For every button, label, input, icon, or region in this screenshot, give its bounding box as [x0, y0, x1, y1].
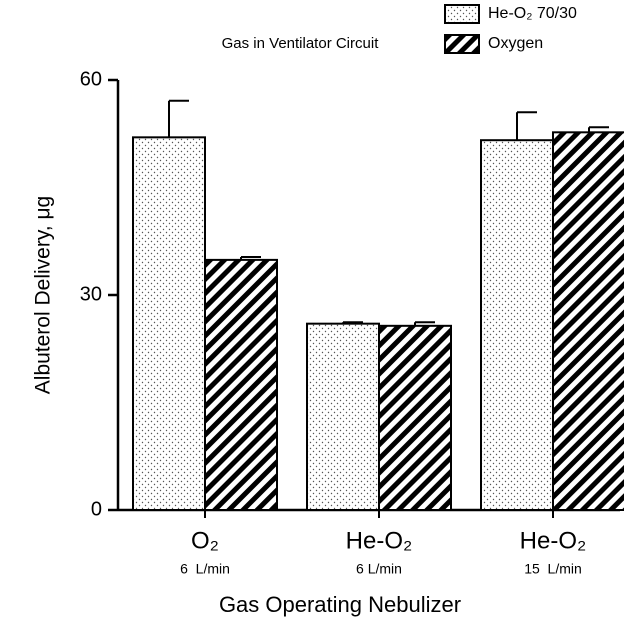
x-axis-label: Gas Operating Nebulizer [219, 592, 461, 617]
bar [480, 139, 554, 511]
y-tick-label: 0 [91, 498, 102, 520]
x-tick-label: O₂ [191, 527, 219, 554]
x-tick-sublabel: 6 L/min [180, 561, 230, 577]
legend-label: Oxygen [488, 35, 543, 52]
bar [204, 258, 278, 511]
legend-swatch [444, 34, 480, 54]
x-tick-label: He-O₂ [520, 527, 587, 554]
legend-swatch [444, 4, 480, 24]
y-tick-label: 30 [80, 283, 102, 305]
x-tick-sublabel: 6 L/min [356, 561, 402, 577]
bar [132, 136, 206, 511]
legend-title: Gas in Ventilator Circuit [222, 35, 380, 52]
y-tick-label: 60 [80, 68, 102, 90]
x-tick-label: He-O₂ [346, 527, 413, 554]
x-tick-sublabel: 15 L/min [524, 561, 582, 577]
bar [378, 324, 452, 512]
bar [552, 131, 624, 511]
legend-label: He-O₂ 70/30 [488, 5, 577, 22]
y-axis-label: Albuterol Delivery, μg [32, 196, 55, 394]
bar [306, 322, 380, 511]
